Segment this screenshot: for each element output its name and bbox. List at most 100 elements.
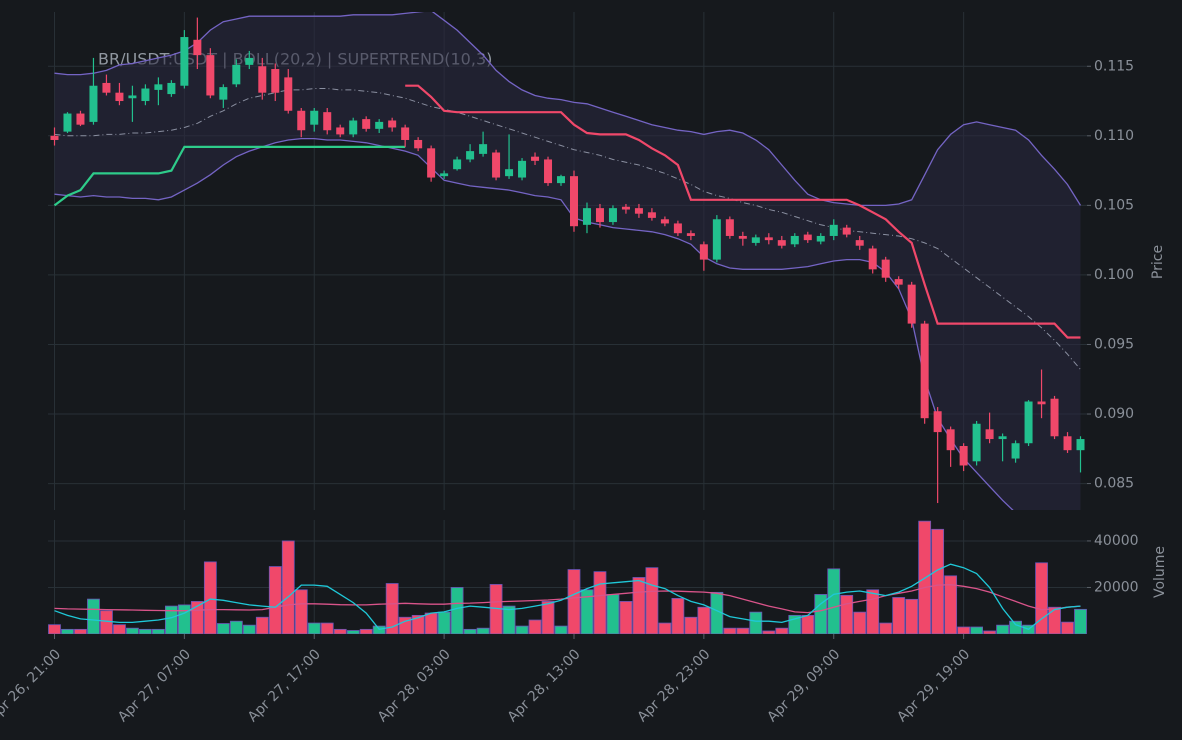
volume-bar — [476, 627, 490, 634]
volume-bar — [879, 622, 893, 634]
volume-bar — [126, 627, 139, 634]
bollinger-middle — [54, 88, 1081, 370]
price-axis-label: Price — [1150, 245, 1166, 279]
volume-bar — [983, 630, 996, 634]
volume-bar — [346, 630, 360, 634]
x-tick-label: Apr 27, 07:00 — [115, 646, 194, 725]
y-tick-label: 0.095 — [1094, 336, 1134, 352]
candle-body — [167, 82, 176, 95]
volume-bar — [814, 594, 828, 634]
x-tick-label: Apr 28, 03:00 — [375, 646, 454, 725]
candle-body — [725, 219, 734, 236]
volume-bar — [164, 605, 178, 634]
volume-bar — [229, 620, 243, 634]
volume-bar — [100, 610, 113, 634]
volume-bar — [190, 601, 204, 634]
volume-bar — [944, 575, 958, 634]
candle-body — [1037, 401, 1046, 405]
candle-body — [647, 212, 656, 218]
candle-body — [894, 279, 903, 285]
candle-body — [569, 176, 578, 227]
volume-bar — [645, 567, 659, 634]
candle-body — [193, 39, 202, 56]
volume-bar — [437, 611, 451, 634]
volume-bar — [905, 598, 919, 634]
candle-body — [946, 429, 955, 451]
volume-bar — [853, 611, 867, 634]
volume-bar — [788, 614, 802, 634]
candle-body — [608, 208, 617, 223]
candle-body — [1024, 401, 1033, 444]
candle-body — [868, 248, 877, 270]
volume-axis-label: Volume — [1152, 546, 1168, 598]
volume-bar — [48, 624, 61, 634]
y-tick-label: 0.090 — [1094, 406, 1134, 422]
candle-body — [310, 110, 319, 125]
volume-bar — [775, 627, 789, 634]
volume-bar — [606, 594, 620, 634]
volume-bar — [892, 597, 906, 634]
volume-bar — [515, 625, 529, 634]
volume-bar — [697, 606, 711, 634]
candle-body — [582, 208, 591, 225]
candle-body — [323, 112, 332, 131]
volume-bar — [320, 622, 334, 634]
candle-body — [673, 223, 682, 234]
candle-body — [699, 244, 708, 260]
candle-body — [232, 64, 241, 85]
volume-bar — [333, 628, 347, 634]
candle-body — [933, 411, 942, 433]
y-tick-label: 0.110 — [1094, 128, 1134, 144]
volume-bar — [463, 628, 477, 634]
volume-bar — [723, 627, 737, 634]
volume-bar — [359, 628, 373, 634]
volume-bar — [281, 540, 295, 634]
candle-body — [362, 119, 371, 129]
candle-body — [777, 240, 786, 246]
volume-bar — [970, 626, 983, 634]
volume-bar — [866, 589, 880, 634]
candle-body — [518, 160, 527, 178]
volume-bar — [255, 616, 269, 634]
candle-body — [453, 159, 462, 170]
candle-body — [115, 92, 124, 102]
candle-body — [829, 224, 838, 236]
candle-body — [388, 120, 397, 128]
volume-bar — [1009, 620, 1022, 634]
x-tick-label: Apr 29, 09:00 — [764, 646, 843, 725]
volume-bar — [567, 569, 581, 634]
price-panel — [50, 12, 1085, 510]
candle-body — [336, 127, 345, 135]
candle-body — [1063, 436, 1072, 451]
candle-body — [634, 208, 643, 214]
candle-body — [154, 84, 163, 90]
volume-bar — [74, 628, 87, 634]
candle-body — [401, 127, 410, 140]
x-tick-label: Apr 28, 13:00 — [505, 646, 584, 725]
candle-body — [803, 234, 812, 241]
supertrend-line — [405, 84, 1081, 339]
volume-bar — [411, 614, 425, 634]
volume-bar — [1035, 562, 1048, 634]
volume-bar — [957, 626, 971, 634]
candle-body — [751, 237, 760, 243]
volume-panel — [48, 520, 1087, 634]
volume-bar — [1074, 608, 1087, 634]
volume-bar — [658, 622, 672, 634]
y-tick-label: 0.105 — [1094, 197, 1134, 213]
x-tick-label: Apr 27, 17:00 — [245, 646, 324, 725]
y-tick-label: 0.085 — [1094, 476, 1134, 492]
candle-body — [686, 233, 695, 236]
candle-body — [63, 113, 72, 132]
candle-body — [881, 259, 890, 278]
candle-body — [375, 121, 384, 129]
candle-body — [284, 77, 293, 111]
volume-bar — [996, 624, 1009, 634]
candle-body — [89, 85, 98, 122]
candle-body — [245, 57, 254, 65]
candle-body — [531, 156, 540, 161]
volume-bar — [424, 612, 438, 634]
volume-bar — [385, 583, 399, 634]
